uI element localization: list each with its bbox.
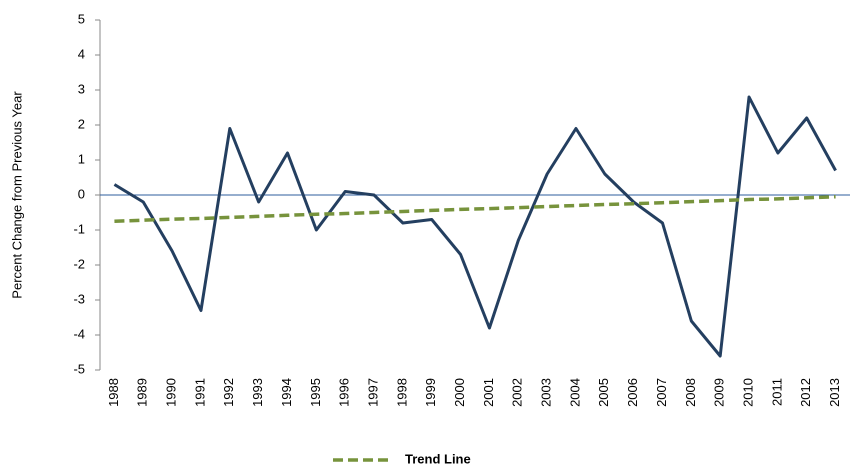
x-tick-label: 1991	[192, 378, 207, 407]
x-tick-label: 1993	[250, 378, 265, 407]
y-tick-label: -5	[73, 361, 85, 376]
x-tick-label: 1990	[164, 378, 179, 407]
x-tick-label: 2003	[539, 378, 554, 407]
y-tick-label: 3	[78, 81, 85, 96]
x-tick-label: 2009	[712, 378, 727, 407]
y-tick-label: 4	[78, 46, 85, 61]
x-tick-label: 1988	[106, 378, 121, 407]
x-tick-label: 2004	[567, 378, 582, 407]
x-tick-label: 2007	[654, 378, 669, 407]
x-tick-label: 2008	[683, 378, 698, 407]
y-tick-label: 2	[78, 116, 85, 131]
x-tick-label: 1998	[394, 378, 409, 407]
x-tick-label: 2006	[625, 378, 640, 407]
y-tick-label: -2	[73, 256, 85, 271]
x-tick-label: 2005	[596, 378, 611, 407]
x-tick-label: 1995	[308, 378, 323, 407]
x-tick-label: 2001	[481, 378, 496, 407]
x-tick-label: 2002	[510, 378, 525, 407]
x-tick-label: 1997	[365, 378, 380, 407]
data-line	[113, 95, 837, 358]
x-tick-label: 1994	[279, 378, 294, 407]
x-tick-label: 1989	[135, 378, 150, 407]
y-tick-label: 5	[78, 11, 85, 26]
y-tick-label: 1	[78, 151, 85, 166]
x-tick-label: 1999	[423, 378, 438, 407]
y-tick-label: 0	[78, 186, 85, 201]
y-tick-label: -3	[73, 291, 85, 306]
x-tick-label: 2011	[769, 378, 784, 406]
y-tick-label: -1	[73, 221, 85, 236]
x-tick-label: 2010	[740, 378, 755, 407]
x-tick-label: 2000	[452, 378, 467, 407]
x-tick-label: 2013	[827, 378, 842, 407]
y-axis-title: Percent Change from Previous Year	[9, 91, 24, 299]
trend-line	[114, 195, 836, 223]
x-tick-label: 2012	[798, 378, 813, 407]
x-tick-label: 1992	[221, 378, 236, 407]
x-tick-label: 1996	[337, 378, 352, 407]
y-tick-label: -4	[73, 326, 85, 341]
legend-label: Trend Line	[405, 451, 471, 466]
